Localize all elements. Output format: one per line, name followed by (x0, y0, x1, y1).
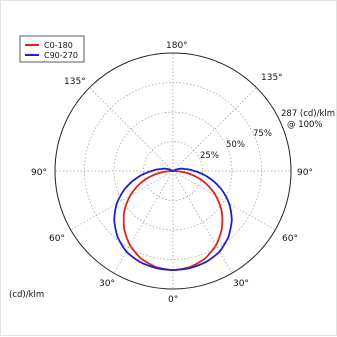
legend: C0-180 C90-270 (19, 35, 85, 63)
grid-spoke (172, 87, 257, 172)
outer-circle (54, 52, 292, 290)
legend-label-c90-270: C90-270 (44, 51, 78, 60)
legend-label-c0-180: C0-180 (44, 41, 73, 50)
angle-label-60-left: 60° (49, 234, 65, 244)
angle-label-90-left: 90° (31, 168, 47, 178)
grid-spoke (172, 170, 276, 231)
grid-spoke (113, 170, 174, 274)
angle-label-135-right: 135° (261, 73, 283, 83)
ring-label-50: 50% (226, 140, 245, 150)
angle-label-180: 180° (166, 41, 188, 51)
angle-label-0: 0° (168, 295, 178, 305)
grid-ring (113, 111, 233, 231)
angle-label-60-right: 60° (282, 234, 298, 244)
unit-label: (cd)/klm (9, 290, 44, 300)
angle-label-30-left: 30° (99, 279, 115, 289)
legend-box (19, 35, 85, 63)
ring-label-75: 75% (253, 129, 272, 139)
ring-label-25: 25% (200, 151, 219, 161)
grid-spoke (70, 170, 174, 231)
grid-spoke (172, 170, 233, 274)
series-curve-c90-270 (113, 167, 233, 272)
series-layer (113, 167, 233, 272)
rmax-sublabel: @ 100% (287, 120, 323, 130)
angle-label-90-right: 90° (297, 168, 313, 178)
angle-label-30-right: 30° (233, 279, 249, 289)
grid-spoke (89, 87, 174, 172)
angle-label-135-left: 135° (64, 77, 86, 87)
rmax-label: 287 (cd)/klm (281, 109, 335, 119)
